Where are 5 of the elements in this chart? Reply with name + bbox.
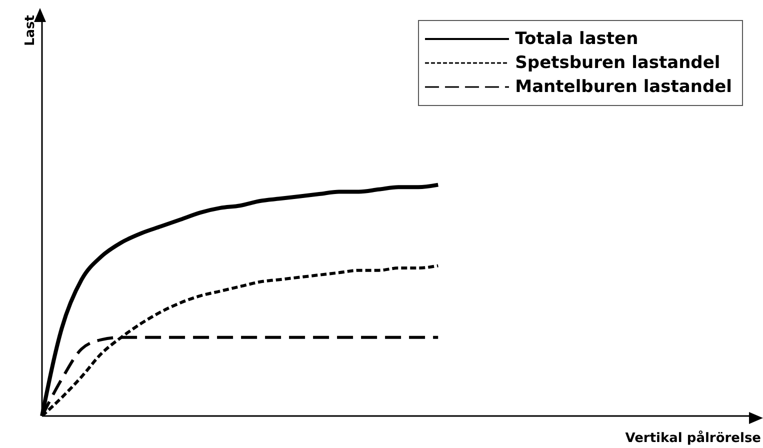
legend-label: Spetsburen lastandel <box>515 53 720 73</box>
legend-label: Mantelburen lastandel <box>515 77 732 97</box>
text: Last <box>23 14 38 46</box>
legend-label: Totala lasten <box>515 29 638 49</box>
x-axis-title: Vertikal pålrörelse <box>625 431 761 446</box>
